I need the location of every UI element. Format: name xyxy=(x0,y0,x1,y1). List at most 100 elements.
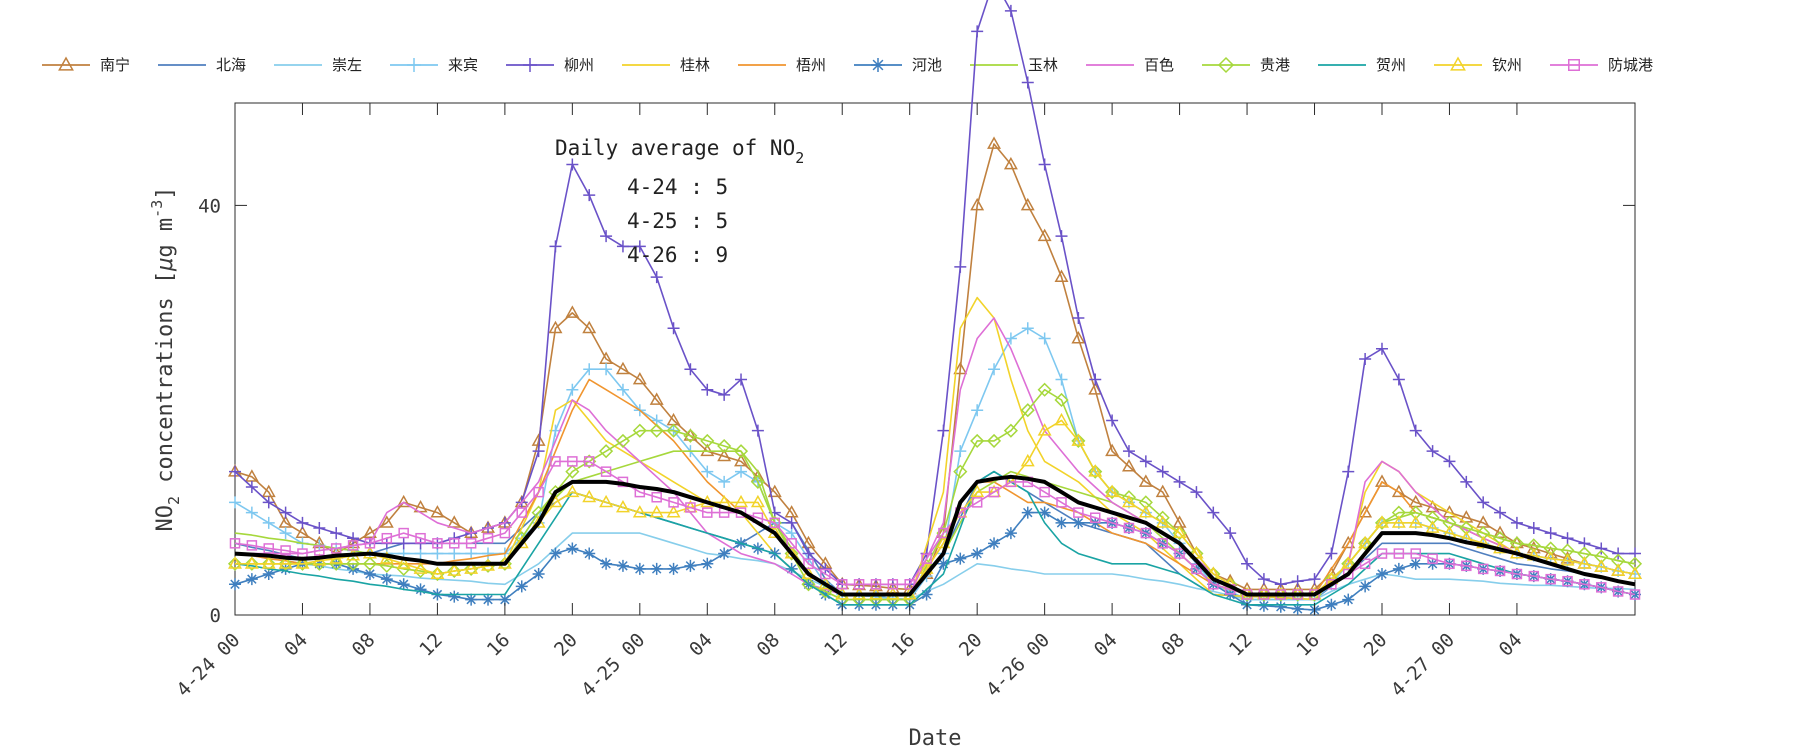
data-point-marker xyxy=(1577,546,1592,561)
data-point-marker xyxy=(970,197,985,211)
data-point-marker xyxy=(464,561,479,576)
data-point-marker xyxy=(432,538,443,549)
data-point-marker xyxy=(1627,556,1643,571)
data-point-marker xyxy=(1073,507,1084,518)
data-point-marker xyxy=(1157,538,1168,549)
data-point-marker xyxy=(937,424,950,437)
legend: 南宁 北海 崇左 来宾 柳州 桂林 梧州 河池 玉林 百色 贵港 贺州 钦州 防城港 xyxy=(42,56,1653,74)
data-point-marker xyxy=(1359,353,1372,365)
series-line xyxy=(235,419,1636,596)
data-point-marker xyxy=(1374,515,1390,530)
data-point-marker xyxy=(1106,414,1119,427)
data-point-marker xyxy=(801,535,816,549)
data-point-marker xyxy=(279,506,292,519)
data-point-marker xyxy=(1325,598,1338,611)
data-point-marker xyxy=(227,556,243,571)
series-line xyxy=(234,532,1636,601)
x-tick-label: 20 xyxy=(1360,629,1392,661)
data-point-marker xyxy=(1224,527,1237,540)
data-point-marker xyxy=(1444,558,1455,570)
x-tick-label: 12 xyxy=(820,629,852,661)
data-point-marker xyxy=(921,553,932,564)
data-point-marker xyxy=(600,363,613,376)
data-point-marker xyxy=(1088,464,1103,477)
legend-item-3: 来宾 xyxy=(390,56,478,74)
data-point-marker xyxy=(1442,515,1457,530)
data-point-marker xyxy=(1122,458,1136,472)
data-point-marker xyxy=(1156,465,1169,478)
data-point-marker xyxy=(1392,373,1405,386)
x-tick-label: 04 xyxy=(1495,629,1527,661)
data-point-marker xyxy=(970,484,985,498)
data-point-marker xyxy=(1408,505,1423,520)
data-point-marker xyxy=(1038,506,1051,519)
data-point-marker xyxy=(700,433,715,448)
data-point-marker xyxy=(330,527,343,540)
data-point-marker xyxy=(735,373,748,386)
data-point-marker xyxy=(1088,464,1103,479)
data-point-marker xyxy=(1561,532,1574,545)
data-point-marker xyxy=(229,538,241,549)
legend-label: 梧州 xyxy=(796,56,826,74)
data-point-marker xyxy=(971,547,984,560)
data-point-marker xyxy=(1138,495,1153,510)
data-point-marker xyxy=(533,486,544,498)
data-point-marker xyxy=(1494,506,1507,519)
data-point-marker xyxy=(1612,586,1624,597)
data-point-marker xyxy=(1207,506,1220,519)
data-point-marker xyxy=(261,556,276,571)
data-point-marker xyxy=(229,496,241,509)
data-point-marker xyxy=(1072,516,1085,529)
data-point-marker xyxy=(852,592,867,607)
annotation-line: 4-25 : 5 xyxy=(627,209,728,233)
data-point-marker xyxy=(396,556,411,569)
data-point-marker xyxy=(1376,548,1388,559)
data-point-marker xyxy=(1450,56,1466,71)
data-point-marker xyxy=(1020,197,1035,211)
data-point-marker xyxy=(632,371,647,385)
data-point-marker xyxy=(718,475,731,488)
data-point-marker xyxy=(245,573,258,586)
data-point-marker xyxy=(413,499,428,513)
data-point-marker xyxy=(1425,520,1440,533)
data-point-marker xyxy=(482,593,495,606)
x-tick-label: 08 xyxy=(348,629,380,661)
data-point-marker xyxy=(684,363,697,376)
data-point-marker xyxy=(1020,453,1035,467)
data-point-marker xyxy=(329,556,344,571)
data-point-marker xyxy=(1342,593,1355,606)
data-point-marker xyxy=(1071,433,1086,446)
data-point-marker xyxy=(1410,548,1421,559)
data-point-marker xyxy=(1342,465,1355,478)
data-point-marker xyxy=(414,583,427,596)
data-point-marker xyxy=(885,592,900,607)
data-point-marker xyxy=(1568,59,1580,71)
data-point-marker xyxy=(583,363,596,376)
data-point-marker xyxy=(583,547,596,560)
data-point-marker xyxy=(785,516,798,529)
data-point-marker xyxy=(599,444,614,459)
data-point-marker xyxy=(229,465,241,478)
data-point-marker xyxy=(1089,512,1101,523)
data-point-marker xyxy=(1611,553,1626,568)
legend-item-11: 贺州 xyxy=(1318,56,1406,74)
data-point-marker xyxy=(278,556,293,569)
data-point-marker xyxy=(1544,527,1557,540)
data-point-marker xyxy=(314,545,325,556)
data-point-marker xyxy=(1477,496,1490,509)
data-point-marker xyxy=(632,505,647,518)
data-point-marker xyxy=(1072,312,1085,325)
data-point-marker xyxy=(1055,230,1068,243)
data-point-marker xyxy=(904,579,915,590)
data-point-marker xyxy=(1628,566,1642,579)
data-point-marker xyxy=(1391,505,1406,520)
x-tick-label: 20 xyxy=(550,629,582,661)
data-point-marker xyxy=(615,499,630,513)
data-point-marker xyxy=(548,494,563,508)
data-point-marker xyxy=(1054,392,1069,408)
legend-label: 河池 xyxy=(912,56,942,74)
data-point-marker xyxy=(1054,412,1069,426)
data-point-marker xyxy=(228,556,242,569)
data-point-marker xyxy=(1326,579,1337,590)
